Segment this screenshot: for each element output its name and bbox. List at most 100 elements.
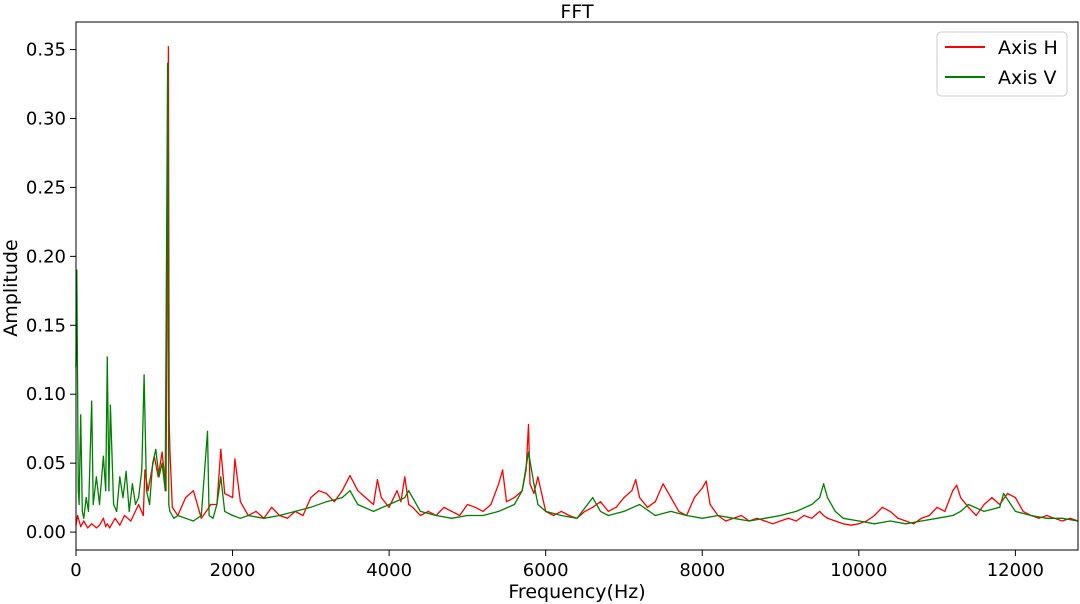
data-point-axis-h	[631, 490, 633, 492]
data-point-axis-v	[208, 514, 210, 517]
data-point-axis-v	[670, 510, 672, 512]
data-point-axis-v	[576, 517, 578, 519]
data-point-axis-h	[527, 423, 530, 426]
data-point-axis-v	[294, 510, 296, 512]
data-point-axis-h	[1046, 514, 1048, 517]
data-point-axis-h	[1022, 510, 1024, 512]
data-point-axis-v	[83, 517, 85, 519]
data-point-axis-h	[396, 490, 398, 492]
data-point-axis-h	[123, 514, 126, 517]
data-point-axis-h	[234, 458, 236, 460]
data-point-axis-h	[91, 523, 93, 525]
data-point-axis-h	[584, 510, 586, 512]
data-point-axis-h	[318, 490, 320, 492]
y-tick-label: 0.10	[26, 384, 66, 405]
data-point-axis-v	[779, 514, 782, 517]
data-point-axis-h	[77, 514, 79, 517]
data-point-axis-v	[764, 517, 766, 519]
data-point-axis-h	[167, 46, 169, 48]
data-point-axis-h	[210, 503, 212, 506]
data-point-axis-h	[114, 517, 116, 519]
data-point-axis-v	[212, 517, 214, 519]
data-point-axis-v	[560, 514, 562, 517]
data-point-axis-h	[1069, 517, 1071, 519]
data-point-axis-v	[936, 517, 938, 519]
data-point-axis-v	[599, 510, 602, 512]
data-point-axis-h	[756, 517, 758, 519]
data-point-axis-h	[967, 506, 970, 508]
legend-label-axis-h: Axis H	[998, 37, 1058, 59]
data-point-axis-h	[341, 490, 343, 492]
data-point-axis-h	[881, 506, 883, 508]
data-point-axis-h	[889, 510, 891, 512]
data-point-axis-v	[451, 517, 453, 519]
data-point-axis-v	[310, 506, 312, 508]
data-point-axis-h	[138, 503, 140, 506]
y-tick-label: 0.25	[26, 177, 66, 198]
data-point-axis-h	[787, 517, 790, 519]
data-point-axis-v	[388, 503, 390, 506]
data-point-axis-v	[498, 510, 500, 512]
data-point-axis-v	[185, 517, 187, 519]
data-point-axis-v	[527, 451, 530, 453]
data-point-axis-h	[95, 527, 97, 529]
data-point-axis-h	[80, 526, 82, 528]
data-point-axis-v	[842, 517, 844, 519]
data-point-axis-h	[928, 514, 930, 517]
data-point-axis-h	[803, 514, 805, 517]
data-point-axis-v	[905, 523, 907, 525]
data-point-axis-v	[408, 490, 410, 492]
data-point-axis-h	[271, 506, 273, 508]
data-point-axis-v	[372, 510, 375, 512]
data-point-axis-h	[568, 514, 570, 517]
x-tick-label: 10000	[830, 560, 887, 581]
data-point-axis-h	[419, 514, 421, 517]
data-point-axis-h	[764, 520, 766, 522]
data-point-axis-v	[1030, 514, 1032, 517]
data-point-axis-h	[380, 497, 382, 499]
data-point-axis-h	[408, 503, 410, 506]
data-point-axis-v	[91, 400, 93, 402]
plot-area	[75, 21, 1079, 551]
data-point-axis-v	[87, 510, 90, 512]
data-point-axis-h	[200, 517, 202, 519]
data-point-axis-v	[1061, 517, 1063, 519]
data-point-axis-v	[639, 503, 641, 506]
data-point-axis-h	[83, 520, 85, 522]
data-point-axis-v	[823, 483, 825, 485]
data-point-axis-h	[102, 517, 104, 519]
data-point-axis-h	[991, 497, 993, 499]
data-point-axis-h	[811, 517, 813, 519]
data-point-axis-h	[1006, 492, 1009, 495]
data-point-axis-h	[147, 490, 149, 492]
data-point-axis-h	[224, 492, 226, 495]
data-point-axis-h	[823, 514, 825, 517]
data-point-axis-v	[141, 469, 143, 471]
data-point-axis-v	[983, 510, 985, 512]
data-point-axis-h	[635, 479, 637, 481]
data-point-axis-h	[87, 527, 89, 529]
data-point-axis-v	[701, 517, 703, 519]
data-point-axis-h	[105, 526, 107, 528]
data-point-axis-h	[427, 510, 429, 512]
data-point-axis-h	[615, 506, 617, 508]
data-point-axis-h	[1038, 517, 1040, 519]
data-point-axis-h	[498, 483, 500, 485]
data-point-axis-v	[105, 490, 107, 492]
data-point-axis-v	[128, 510, 130, 512]
data-point-axis-h	[819, 510, 821, 512]
data-point-axis-h	[365, 497, 367, 499]
data-point-axis-h	[372, 503, 375, 506]
data-point-axis-v	[482, 514, 484, 517]
data-point-axis-h	[701, 487, 703, 489]
data-point-axis-v	[131, 483, 133, 485]
data-point-axis-h	[171, 506, 173, 508]
data-point-axis-h	[913, 523, 915, 525]
data-point-axis-v	[654, 514, 656, 517]
data-point-axis-h	[623, 497, 625, 499]
data-point-axis-h	[639, 497, 641, 499]
data-point-axis-v	[466, 514, 468, 517]
data-point-axis-h	[983, 503, 985, 506]
data-point-axis-v	[173, 517, 175, 519]
data-point-axis-v	[158, 476, 160, 478]
